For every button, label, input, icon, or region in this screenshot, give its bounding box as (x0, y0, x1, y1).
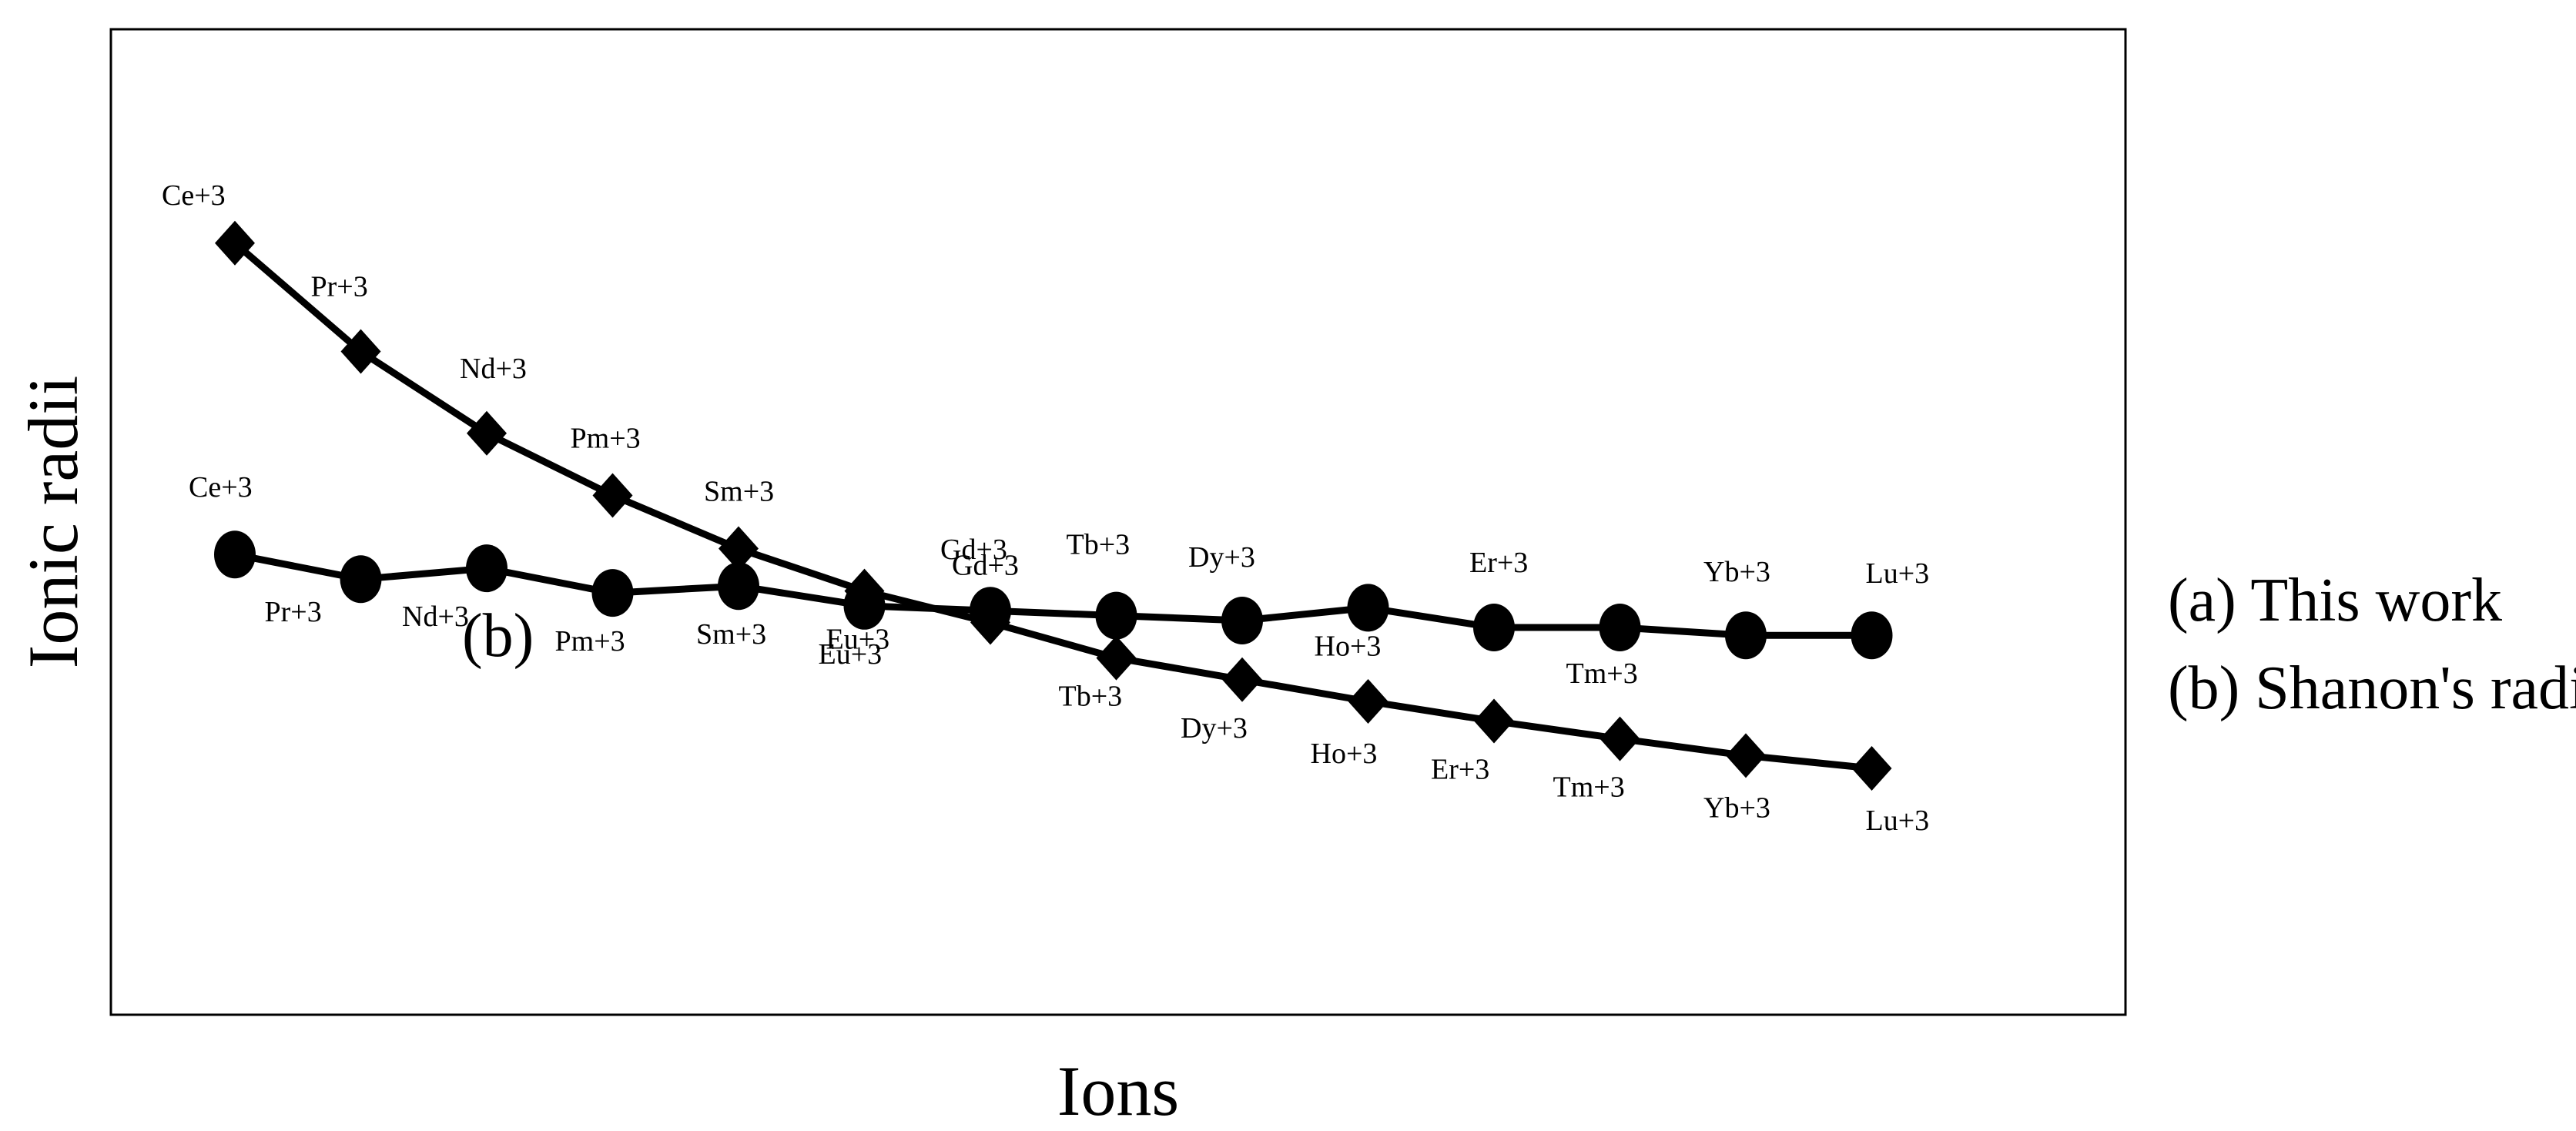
point-label-shanon-radii: Ho+3 (1311, 738, 1378, 770)
point-label-this-work: Lu+3 (1866, 557, 1930, 590)
point-this-work (1599, 603, 1641, 651)
point-label-shanon-radii: Nd+3 (460, 353, 527, 385)
point-shanon-radii (215, 220, 255, 266)
point-this-work (1473, 603, 1515, 651)
point-shanon-radii (592, 473, 633, 518)
point-this-work (466, 544, 507, 593)
legend-entry-this-work: (a) This work (2168, 567, 2502, 634)
x-axis-title: Ions (1057, 1052, 1179, 1130)
point-label-shanon-radii: Pm+3 (571, 422, 641, 454)
point-label-this-work: Eu+3 (819, 638, 883, 671)
series-line-this-work (231, 550, 1875, 639)
point-shanon-radii (340, 329, 381, 374)
point-this-work (718, 562, 759, 611)
point-shanon-radii (1096, 635, 1137, 681)
point-label-this-work: Er+3 (1469, 547, 1528, 579)
point-label-shanon-radii: Tm+3 (1553, 771, 1625, 804)
point-shanon-radii (1348, 678, 1388, 724)
point-label-this-work: Tm+3 (1566, 658, 1638, 690)
point-label-shanon-radii: Tb+3 (1059, 681, 1123, 713)
legend-entry-shanon-radii: (b) Shanon's radii (2168, 654, 2576, 722)
point-shanon-radii (467, 410, 507, 456)
series-b-annotation: (b) (462, 602, 534, 670)
point-shanon-radii (1474, 698, 1514, 744)
point-label-this-work: Sm+3 (696, 618, 766, 651)
point-label-this-work: Dy+3 (1188, 541, 1255, 574)
point-label-shanon-radii: Sm+3 (704, 476, 774, 508)
point-shanon-radii (1726, 733, 1766, 778)
point-label-shanon-radii: Lu+3 (1866, 805, 1930, 837)
point-shanon-radii (1851, 746, 1892, 791)
point-this-work (214, 530, 256, 579)
point-shanon-radii (844, 568, 885, 614)
point-shanon-radii (970, 600, 1010, 645)
point-label-shanon-radii: Pr+3 (311, 271, 368, 303)
point-label-this-work: Ce+3 (189, 471, 253, 504)
point-this-work (591, 569, 634, 617)
point-this-work (340, 555, 382, 604)
point-shanon-radii (1222, 657, 1262, 702)
point-shanon-radii (719, 526, 759, 571)
series-line-shanon-radii (231, 239, 1875, 772)
point-label-shanon-radii: Eu+3 (826, 624, 890, 656)
point-label-shanon-radii: Yb+3 (1703, 791, 1770, 824)
point-label-shanon-radii: Er+3 (1431, 754, 1489, 786)
point-label-this-work: Ho+3 (1315, 630, 1382, 662)
point-this-work (1851, 611, 1893, 660)
point-this-work (1725, 611, 1767, 660)
point-labels: Ce+3 Pr+3 Nd+3 Pm+3 Sm+3 Eu+3 Gd+3 Tb+3 Dy+3 Ho+3… (162, 179, 1929, 837)
point-label-this-work: Yb+3 (1703, 556, 1770, 588)
point-label-shanon-radii: Dy+3 (1181, 712, 1248, 745)
point-label-shanon-radii: Gd+3 (952, 550, 1019, 582)
point-this-work (1221, 597, 1263, 644)
point-label-this-work: Gd+3 (940, 534, 1007, 566)
point-label-this-work: Nd+3 (402, 601, 469, 633)
y-axis-title: Ionic radii (14, 376, 92, 669)
point-label-this-work: Pr+3 (265, 596, 322, 628)
point-label-this-work: Pm+3 (555, 625, 625, 658)
point-this-work (1095, 591, 1137, 640)
plot-frame (109, 28, 2127, 1016)
point-label-this-work: Tb+3 (1067, 529, 1131, 561)
series-shanon-radii (215, 220, 1892, 791)
point-label-shanon-radii: Ce+3 (162, 179, 226, 212)
point-shanon-radii (1600, 716, 1640, 761)
point-this-work (1347, 584, 1389, 632)
